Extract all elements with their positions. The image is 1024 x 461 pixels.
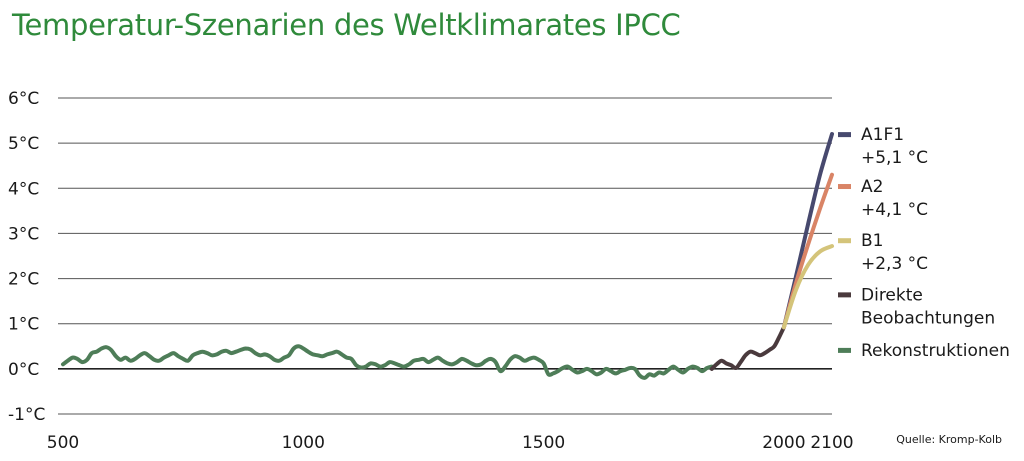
legend-label: +4,1 °C: [861, 200, 928, 220]
y-tick-label: 3°C: [8, 224, 39, 244]
legend-swatch: [838, 347, 851, 353]
y-tick-label: 6°C: [8, 89, 39, 109]
legend-label: Direkte: [861, 285, 923, 305]
chart-title: Temperatur-Szenarien des Weltklimarates …: [12, 8, 681, 42]
legend-swatch: [838, 132, 851, 138]
series-lines: [61, 132, 834, 380]
x-tick-label: 1500: [522, 433, 565, 453]
x-tick-label: 2000: [762, 433, 805, 453]
legend: A1F1 +5,1 °C A2 +4,1 °C B1 +2,3 °C Direkte Beob…: [838, 125, 1010, 361]
legend-label: B1: [861, 231, 883, 251]
legend-label: A2: [861, 177, 883, 197]
legend-label: Rekonstruktionen: [861, 341, 1010, 361]
y-axis-ticks: -1°C 0°C 1°C 2°C 3°C 4°C 5°C 6°C: [8, 89, 45, 425]
x-tick-label: 500: [47, 433, 79, 453]
y-tick-label: -1°C: [8, 405, 45, 425]
legend-swatch: [838, 184, 851, 190]
y-tick-label: 4°C: [8, 179, 39, 199]
x-tick-label: 2100: [810, 433, 853, 453]
source-note: Quelle: Kromp-Kolb: [896, 433, 1002, 446]
y-tick-label: 5°C: [8, 134, 39, 154]
legend-label: Beobachtungen: [861, 308, 995, 328]
grid-lines: [58, 97, 832, 415]
series-line-rekonstruktionen: [61, 344, 714, 380]
legend-swatch: [838, 238, 851, 244]
y-tick-label: 0°C: [8, 360, 39, 380]
legend-label: +2,3 °C: [861, 254, 928, 274]
series-line-direkte-beobachtungen: [709, 325, 786, 371]
legend-label: +5,1 °C: [861, 148, 928, 168]
y-tick-label: 2°C: [8, 270, 39, 290]
legend-label: A1F1: [861, 125, 904, 145]
y-tick-label: 1°C: [8, 315, 39, 335]
x-tick-label: 1000: [282, 433, 325, 453]
legend-swatch: [838, 292, 851, 298]
x-axis-ticks: 500 1000 1500 2000 2100: [47, 433, 854, 453]
series-line-b1: [781, 244, 834, 330]
